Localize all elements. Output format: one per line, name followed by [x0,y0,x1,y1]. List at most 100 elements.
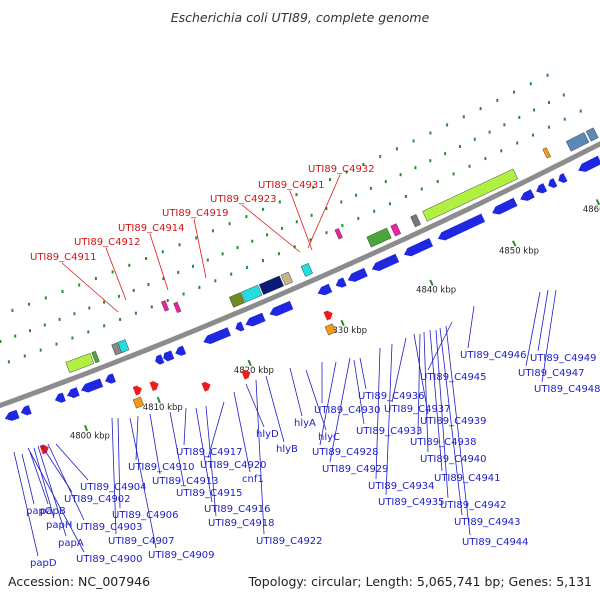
gc-dot [166,299,169,302]
gc-dot [245,215,248,219]
gc-dot [29,329,31,333]
gc-dot [55,342,58,346]
gc-dot [473,137,476,141]
gc-dot [161,250,164,254]
gc-dot [462,115,465,119]
scale-tick-label: 4830 kbp [327,326,367,336]
gene-label-blue: papA [58,538,84,549]
gene-small-marker [161,300,170,312]
gene-forward [235,321,245,332]
gc-dot [395,147,398,151]
gene-label-blue: UTI89_C4939 [420,416,487,427]
gene-label-blue: papC [26,506,52,517]
gc-dot [429,131,432,135]
scale-tick [595,198,600,206]
gc-dot [325,231,328,235]
gene-small-marker [173,301,182,313]
gene-forward [107,374,115,384]
gene-label-blue: hlyD [256,429,279,440]
leader-line [205,405,217,517]
leader-line [117,417,121,509]
leader-line [537,289,549,352]
gene-label-blue: papB [40,506,66,517]
gene-forward [68,388,77,399]
gc-dot [488,130,491,134]
gene-label-blue: UTI89_C4920 [200,460,267,471]
gc-dot [128,263,131,267]
gene-label-blue: UTI89_C4918 [208,518,275,529]
gene-label-blue: UTI89_C4929 [322,464,389,475]
gene-label-blue: UTI89_C4902 [64,494,131,505]
scale-tick-label: 4820 kbp [234,366,274,376]
gc-dot [94,277,97,280]
gc-dot [43,323,46,327]
leader-line [305,369,327,431]
gc-dot [73,312,76,316]
gene-labels-layer: UTI89_C4911 UTI89_C4912 UTI89_C4914 UTI89_C… [26,164,600,569]
gene-block [229,292,245,308]
gc-dot [546,73,549,77]
gc-dot [579,109,582,113]
gc-dot [178,243,181,247]
leader-line [289,367,303,417]
gc-dot [357,216,360,220]
backbone-layer [0,141,600,409]
leader-line [541,289,557,383]
scale-tick-label: 4860 kbp [583,205,600,215]
leader-line [55,443,89,481]
gc-dot [266,233,269,237]
leader-line [195,407,213,503]
gene-label-blue: UTI89_C4907 [108,536,175,547]
gc-dots-layer [0,73,582,364]
gene-reverse-marker [201,381,211,392]
gene-label-blue: hlyB [276,444,298,455]
leader-line [307,174,341,249]
gc-dot [369,186,372,190]
gc-dot [310,213,313,217]
leader-line [375,347,381,480]
leader-line [413,333,429,415]
gc-dot [147,283,150,286]
gc-dot [7,360,10,364]
gene-label-blue: UTI89_C4940 [420,454,487,465]
gc-dot [28,302,31,306]
gc-dot [150,305,153,309]
leader-line [149,233,169,291]
gc-dot [513,90,515,94]
gene-label-blue: hlyA [294,418,316,429]
gc-dot [103,324,106,328]
gc-dot [71,336,74,340]
gene-label-blue: UTI89_C4949 [530,353,597,364]
gene-block [422,168,519,222]
gene-block [585,127,599,142]
gene-label-blue: UTI89_C4910 [128,462,195,473]
gene-forward [335,277,347,288]
leader-line [445,325,471,536]
gc-dot [329,178,331,182]
leader-line [435,329,449,499]
gc-dot [58,317,61,321]
leader-line [13,451,39,557]
gene-forward [347,267,368,282]
gene-block [390,223,402,237]
gc-dot [195,236,198,240]
leader-line [27,447,85,553]
gene-forward [81,378,104,393]
gc-dot [134,311,137,315]
leader-line [111,417,117,535]
leader-line [207,401,225,459]
gene-label-blue: UTI89_C4900 [76,554,143,565]
gene-forward [536,183,548,194]
leader-line [439,327,463,516]
gene-label-blue: UTI89_C4946 [460,350,527,361]
gene-label-blue: UTI89_C4948 [534,384,600,395]
leader-line [427,321,453,371]
gene-label-blue: UTI89_C4906 [112,510,179,521]
gc-dot [11,308,14,312]
gene-label-blue: UTI89_C4947 [518,368,585,379]
gene-label-blue: UTI89_C4909 [148,550,215,561]
leader-line [61,262,119,313]
gene-label-blue: UTI89_C4942 [440,500,507,511]
gene-reverse-marker [241,369,251,380]
